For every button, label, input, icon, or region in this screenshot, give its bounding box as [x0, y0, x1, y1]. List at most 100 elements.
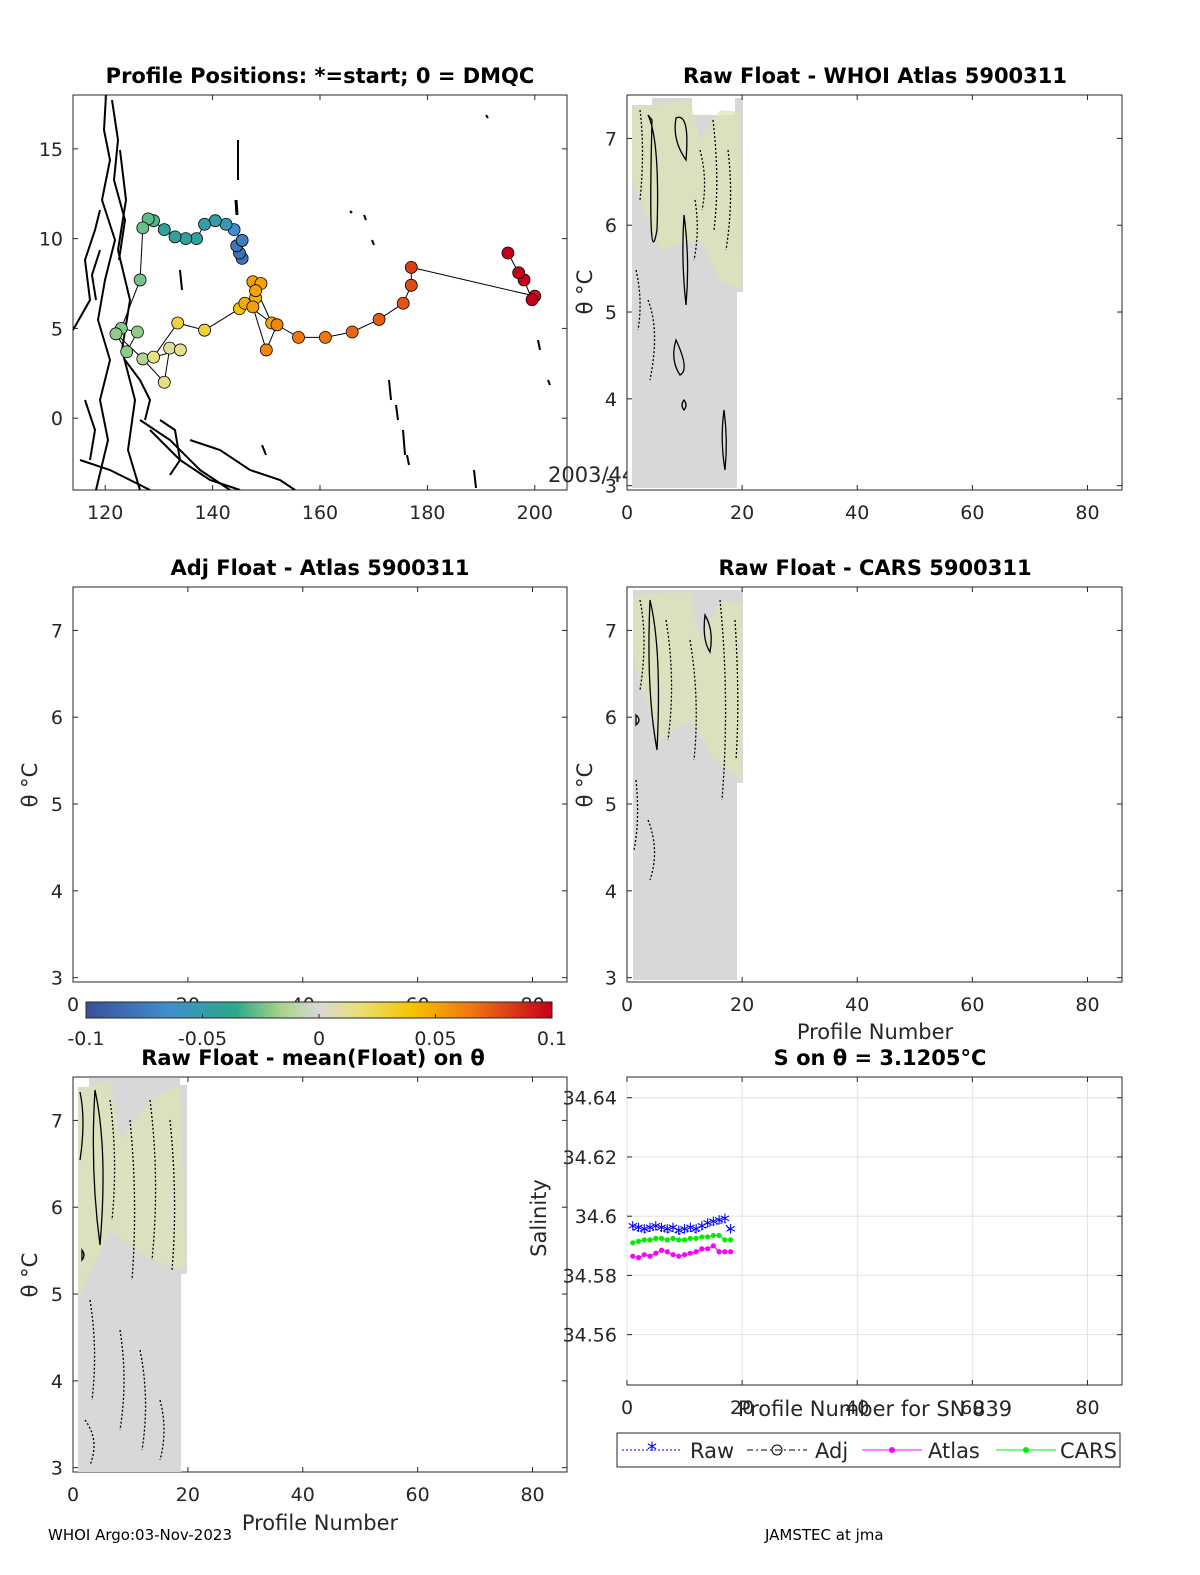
y-tick-label: 4	[51, 881, 63, 903]
profile-position-marker	[372, 313, 386, 326]
y-tick-label: 6	[51, 1197, 63, 1219]
p3-ylabel: θ °C	[18, 763, 42, 808]
footer-right: JAMSTEC at jma	[764, 1526, 884, 1544]
p4-y-ticks: 3 4 5 6 7	[605, 620, 1122, 990]
cars-point-marker	[687, 1235, 693, 1242]
p4-x-ticks: 0 20 40 60 80	[621, 587, 1100, 1016]
raw-point-marker: *	[685, 1219, 695, 1243]
profile-position-marker	[318, 330, 332, 344]
y-tick-label: 4	[605, 389, 617, 411]
profile-position-marker	[157, 223, 171, 237]
raw-point-marker: *	[668, 1219, 678, 1243]
p2-y-ticks: 3 4 5 6 7	[605, 128, 1122, 498]
p2-title: Raw Float - WHOI Atlas 5900311	[683, 64, 1067, 88]
p2-anomaly-fill	[632, 100, 742, 290]
raw-point-marker: *	[651, 1218, 661, 1242]
legend-raw-label: Raw	[690, 1439, 734, 1463]
panel-salinity: S on θ = 3.1205°C ****************** 0 20…	[527, 1046, 1123, 1468]
x-tick-label: 180	[409, 502, 445, 524]
p2-contours	[635, 109, 732, 471]
profile-position-marker	[501, 246, 515, 260]
profile-position-marker	[163, 341, 177, 355]
p5-contours	[79, 1089, 176, 1466]
atlas-point-marker	[647, 1253, 653, 1259]
cars-point-marker	[699, 1234, 705, 1240]
atlas-point-marker	[710, 1243, 716, 1249]
profile-position-marker	[219, 217, 233, 231]
p5-y-ticks: 3 4 5 6 7	[51, 1110, 567, 1480]
p6-x-ticks: 0 20 40 60 80	[621, 1077, 1100, 1419]
p5-xlabel: Profile Number	[242, 1511, 399, 1535]
y-tick-label: 34.56	[563, 1325, 617, 1347]
series-line-raw	[632, 1221, 732, 1235]
atlas-point-marker	[630, 1253, 636, 1259]
p6-series: ******************	[628, 1210, 736, 1261]
colorbar-tick-label: 0	[313, 1028, 325, 1050]
profile-position-marker	[235, 234, 249, 247]
raw-point-marker: *	[697, 1218, 707, 1242]
y-tick-label: 7	[605, 128, 617, 150]
y-tick-label: 5	[51, 318, 63, 340]
legend-cars-label: CARS	[1060, 1439, 1117, 1463]
colorbar-tick-label: 0.05	[414, 1028, 456, 1050]
y-tick-label: 4	[51, 1371, 63, 1393]
profile-position-marker	[292, 330, 305, 344]
atlas-point-marker	[693, 1249, 699, 1255]
x-tick-label: 20	[730, 502, 754, 524]
cars-point-marker	[704, 1234, 711, 1240]
profile-position-marker	[168, 230, 182, 244]
x-tick-label: 60	[406, 1484, 430, 1506]
x-tick-label: 40	[845, 1397, 869, 1419]
profile-position-marker	[190, 232, 203, 246]
raw-point-marker: *	[657, 1219, 667, 1243]
y-tick-label: 3	[605, 476, 617, 498]
y-tick-label: 15	[39, 139, 63, 161]
panel-raw-cars: Raw Float - CARS 5900311 0 20 40 60 80 3 4 5 6 7…	[573, 556, 1123, 1044]
profile-position-marker	[173, 343, 187, 357]
map-x-ticks: 120 140 160 180 200	[87, 95, 553, 524]
p4-contours	[633, 599, 739, 881]
p4-title: Raw Float - CARS 5900311	[718, 556, 1031, 580]
raw-point-marker: *	[726, 1220, 736, 1244]
map-title: Profile Positions: *=start; 0 = DMQC	[106, 64, 535, 88]
p2-x-ticks: 0 20 40 60 80	[621, 95, 1100, 524]
y-tick-label: 10	[39, 229, 63, 251]
legend-adj-label: Adj	[815, 1439, 848, 1463]
atlas-point-marker	[676, 1253, 682, 1259]
x-tick-label: 80	[1075, 1397, 1099, 1419]
atlas-point-marker	[728, 1249, 734, 1255]
cars-point-marker	[653, 1235, 659, 1242]
cars-point-marker	[664, 1237, 670, 1243]
y-tick-label: 3	[51, 1458, 63, 1480]
atlas-point-marker	[658, 1247, 665, 1253]
raw-point-marker: *	[639, 1220, 649, 1244]
panel-raw-whoi-atlas: Raw Float - WHOI Atlas 5900311 0 20 40 60 80…	[573, 64, 1123, 524]
y-tick-label: 34.6	[575, 1206, 617, 1228]
x-tick-label: 20	[730, 994, 754, 1016]
y-tick-label: 7	[51, 1110, 63, 1132]
profile-position-marker	[525, 293, 539, 307]
x-tick-label: 80	[1075, 502, 1099, 524]
y-tick-label: 0	[51, 408, 63, 430]
profile-position-marker	[171, 316, 185, 330]
profile-position-marker	[179, 232, 193, 246]
x-tick-label: 0	[621, 1397, 633, 1419]
map-y-ticks: 0 5 10 15	[39, 139, 567, 430]
profile-position-marker	[120, 345, 134, 359]
x-tick-label: 40	[845, 502, 869, 524]
panel-raw-minus-mean: Raw Float - mean(Float) on θ 0 20 40 60 80 3…	[18, 1046, 568, 1535]
x-tick-label: 160	[302, 502, 338, 524]
x-tick-label: 20	[730, 1397, 754, 1419]
raw-point-marker: *	[674, 1222, 684, 1246]
profile-position-marker	[136, 221, 150, 235]
y-tick-label: 6	[605, 707, 617, 729]
y-tick-label: 3	[51, 968, 63, 990]
legend-raw-marker: *	[647, 1438, 657, 1462]
p6-title: S on θ = 3.1205°C	[774, 1046, 987, 1070]
cars-point-marker	[647, 1237, 653, 1243]
p6-axes	[626, 1076, 1123, 1386]
p6-xlabel: Profile Number for SN 839	[738, 1397, 1012, 1421]
y-tick-label: 5	[51, 794, 63, 816]
legend-cars-marker	[1023, 1447, 1029, 1453]
